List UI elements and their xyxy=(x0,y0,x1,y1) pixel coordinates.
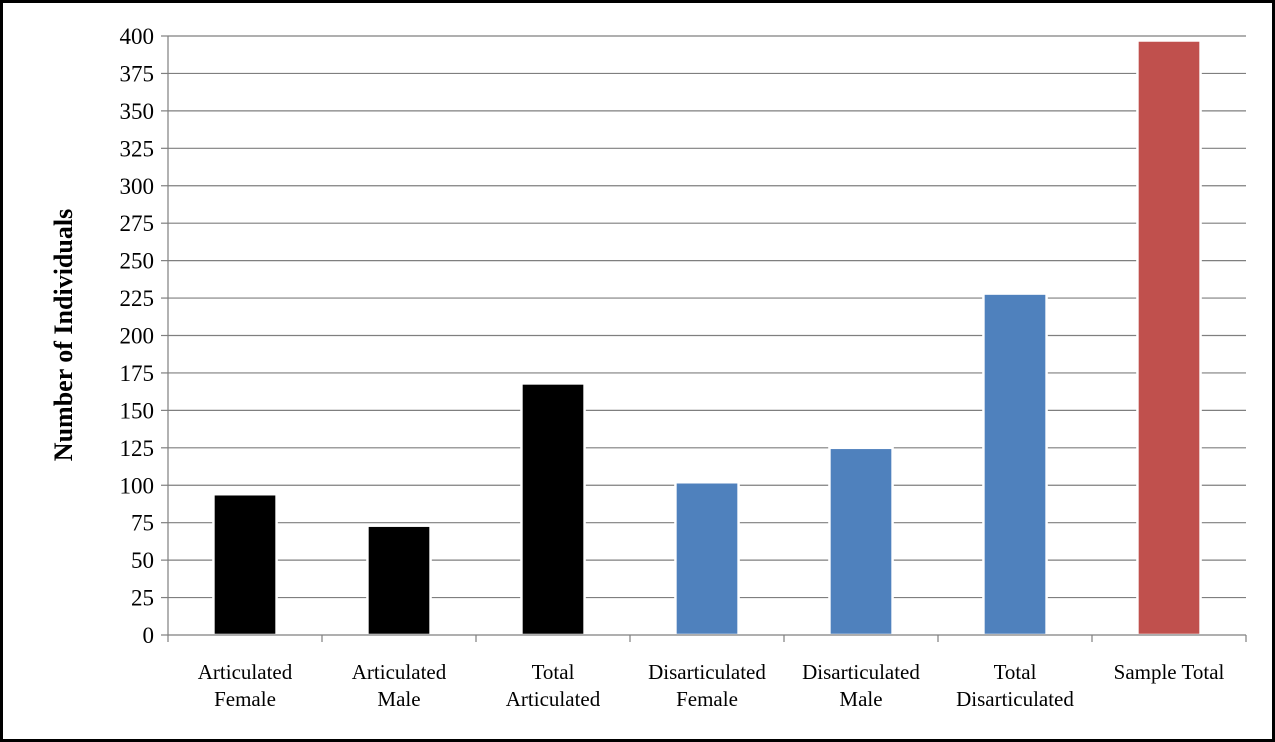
y-tick-label: 50 xyxy=(131,548,154,573)
bar xyxy=(674,481,740,637)
y-tick-label: 25 xyxy=(131,586,154,611)
y-axis-title: Number of Individuals xyxy=(49,209,78,461)
x-category-label: Disarticulated Male xyxy=(802,660,920,711)
bars xyxy=(212,39,1202,637)
x-category-label: Articulated Male xyxy=(352,660,447,711)
y-tick-label: 275 xyxy=(120,211,155,236)
y-tick-label: 350 xyxy=(120,99,155,124)
y-tick-label: 125 xyxy=(120,436,155,461)
bar xyxy=(982,292,1048,637)
gridlines xyxy=(168,35,1246,599)
y-tick-label: 400 xyxy=(120,24,155,49)
y-tick-label: 300 xyxy=(120,174,155,199)
y-tick-label: 325 xyxy=(120,136,155,161)
bar xyxy=(1136,39,1202,637)
x-category-label: Total Disarticulated xyxy=(956,660,1074,711)
y-tick-labels: 0 25 50 75 100 125 150 175 200 225 250 275 300 325 350… xyxy=(120,24,155,648)
y-tick-label: 175 xyxy=(120,361,155,386)
bar xyxy=(366,524,432,637)
y-tick-label: 200 xyxy=(120,324,155,349)
x-category-label: Total Articulated xyxy=(506,660,601,711)
bar xyxy=(212,492,278,637)
y-tick-label: 225 xyxy=(120,286,155,311)
axes xyxy=(161,35,1247,642)
x-category-labels: Articulated Female Articulated Male Total Art… xyxy=(198,660,1225,711)
y-tick-label: 100 xyxy=(120,473,155,498)
y-tick-label: 0 xyxy=(143,623,155,648)
bar xyxy=(520,382,586,637)
y-tick-label: 250 xyxy=(120,249,155,274)
x-category-label: Articulated Female xyxy=(198,660,293,711)
y-tick-label: 375 xyxy=(120,61,155,86)
y-tick-label: 75 xyxy=(131,511,154,536)
x-category-label: Disarticulated Female xyxy=(648,660,766,711)
x-category-label: Sample Total xyxy=(1114,660,1225,684)
bar xyxy=(828,446,894,637)
y-tick-label: 150 xyxy=(120,398,155,423)
